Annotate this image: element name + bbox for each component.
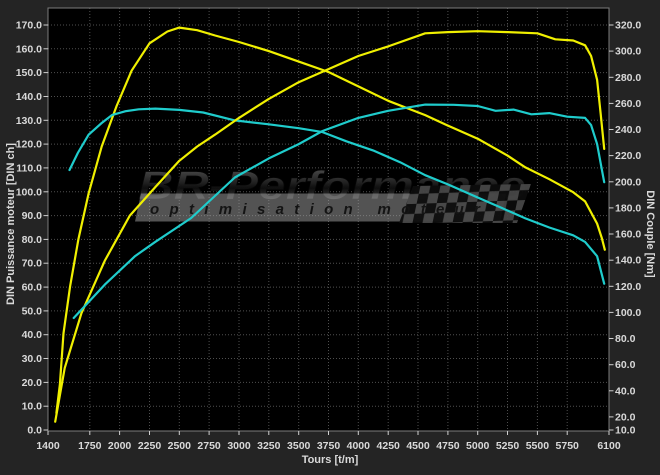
x-axis-tick-label: 4500 [406, 440, 430, 452]
left-axis-title: DIN Puissance moteur [DIN ch] [5, 143, 17, 305]
axis-ticks-and-labels: 0.0 10.0 20.0 30.0 40.0 50.0 60.0 70.0 80.0 90.0 1… [16, 20, 642, 453]
right-axis-tick-label: 180.0 [615, 202, 641, 214]
right-axis-tick-label: 160.0 [615, 229, 641, 241]
left-axis-tick-label: 90.0 [22, 210, 43, 222]
left-axis-tick-label: 50.0 [22, 305, 43, 317]
x-axis-tick-label: 5750 [556, 440, 580, 452]
right-axis-tick-label: 80.0 [615, 333, 636, 345]
right-axis-tick-label: 260.0 [615, 98, 641, 110]
right-axis-tick-label: 200.0 [615, 176, 641, 188]
x-axis-tick-label: 1400 [36, 440, 60, 452]
left-axis-tick-label: 30.0 [22, 353, 43, 365]
right-axis-tick-label: 220.0 [615, 150, 641, 162]
left-axis-tick-label: 160.0 [16, 43, 42, 55]
right-axis-tick-label: 240.0 [615, 124, 641, 136]
x-axis-tick-label: 2500 [168, 440, 192, 452]
curve-couple-optimise [55, 26, 606, 415]
left-axis-tick-label: 170.0 [16, 20, 42, 32]
x-axis-tick-label: 2750 [197, 440, 221, 452]
left-axis-tick-label: 150.0 [16, 67, 42, 79]
right-axis-tick-label: 40.0 [615, 385, 636, 397]
x-axis-tick-label: 4000 [347, 440, 371, 452]
curve-puissance-optimisee [54, 30, 606, 423]
x-axis-tick-label: 5500 [526, 440, 550, 452]
left-axis-tick-label: 80.0 [22, 234, 43, 246]
x-axis-tick-label: 5000 [466, 440, 490, 452]
x-axis-tick-label: 3500 [287, 440, 311, 452]
right-axis-tick-label: 320.0 [615, 20, 641, 32]
x-axis-tick-label: 4750 [436, 440, 460, 452]
left-axis-tick-label: 110.0 [16, 162, 42, 174]
curve-puissance-origine [72, 103, 606, 320]
left-axis-tick-label: 40.0 [22, 329, 43, 341]
right-axis-tick-label: 140.0 [615, 255, 641, 267]
right-axis-tick-label: 10.0 [615, 425, 636, 437]
right-axis-tick-label: 100.0 [615, 307, 641, 319]
right-axis-tick-label: 280.0 [615, 72, 641, 84]
left-axis-tick-label: 70.0 [22, 258, 43, 270]
right-axis-tick-label: 60.0 [615, 359, 636, 371]
left-axis-tick-label: 60.0 [22, 282, 43, 294]
left-axis-tick-label: 140.0 [16, 91, 42, 103]
x-axis-tick-label: 6100 [597, 440, 621, 452]
checkered-flag [399, 184, 531, 223]
curves [54, 26, 606, 423]
left-axis-tick-label: 10.0 [22, 401, 43, 413]
left-axis-tick-label: 0.0 [27, 425, 42, 437]
x-axis-tick-label: 4250 [377, 440, 401, 452]
x-axis-tick-label: 2250 [138, 440, 162, 452]
left-axis-tick-label: 20.0 [22, 377, 43, 389]
x-axis-tick-label: 1750 [78, 440, 102, 452]
right-axis-title: DIN Couple [Nm] [644, 190, 656, 278]
x-axis-title: Tours [t/m] [301, 454, 359, 466]
left-axis-tick-label: 100.0 [16, 186, 42, 198]
x-axis-tick-label: 5250 [496, 440, 520, 452]
right-axis-tick-label: 20.0 [615, 411, 636, 423]
x-axis-tick-label: 2000 [108, 440, 132, 452]
left-axis-tick-label: 130.0 [16, 115, 42, 127]
right-axis-tick-label: 120.0 [615, 281, 641, 293]
right-axis-tick-label: 300.0 [615, 46, 641, 58]
x-axis-tick-label: 3750 [317, 440, 341, 452]
x-axis-tick-label: 3250 [257, 440, 281, 452]
left-axis-tick-label: 120.0 [16, 139, 42, 151]
x-axis-tick-label: 3000 [227, 440, 251, 452]
